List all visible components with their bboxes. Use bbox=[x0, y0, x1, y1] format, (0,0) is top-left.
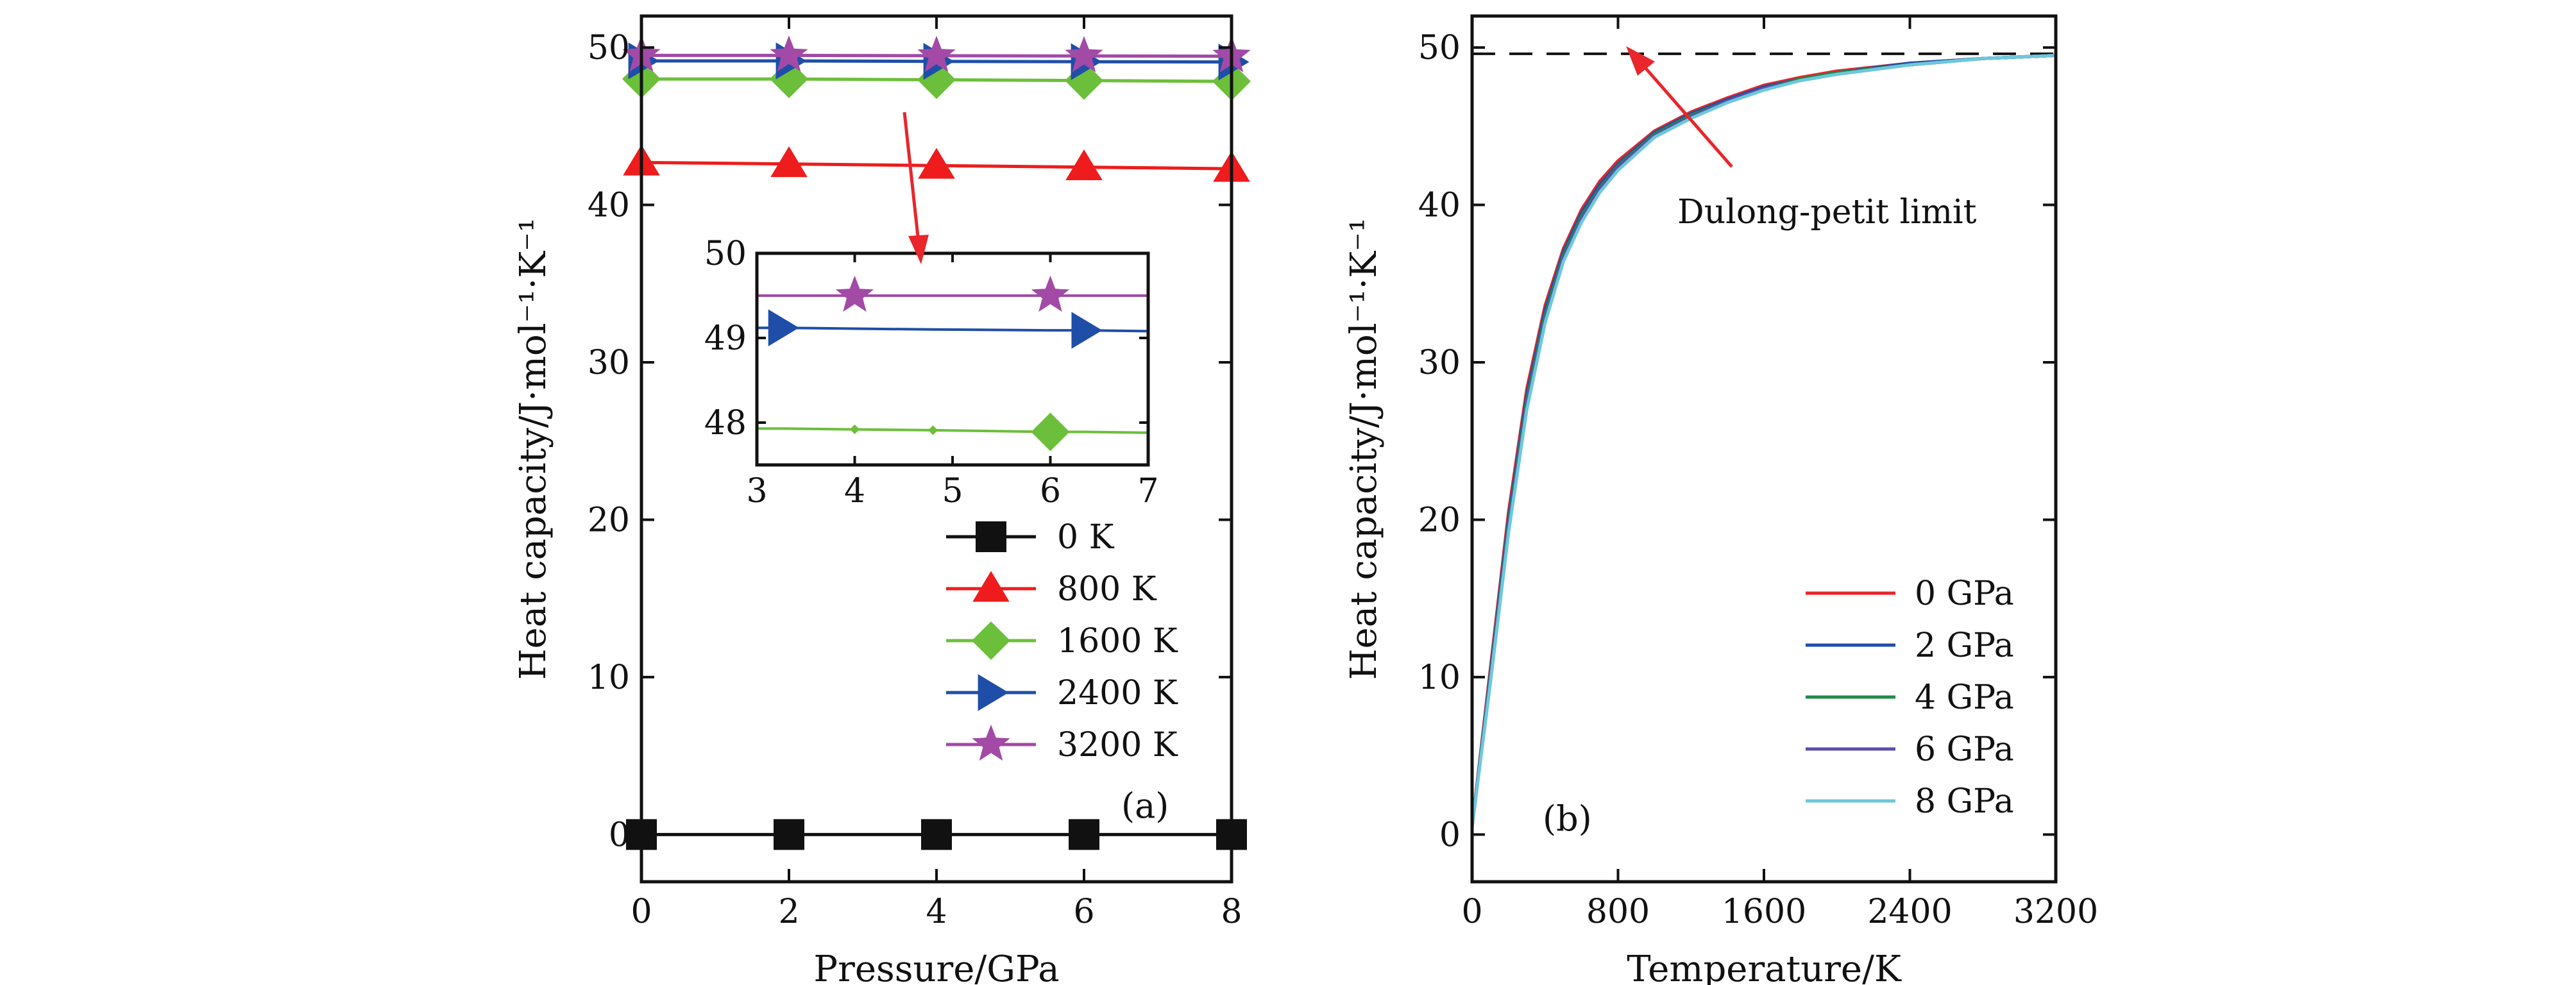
inset: 3 4 5 6 7 48 49 50 bbox=[704, 235, 1159, 510]
arrow-shaft bbox=[1641, 63, 1733, 168]
tick-label-x: 2400 bbox=[1867, 893, 1952, 931]
arrow-shaft bbox=[902, 112, 920, 243]
legend-marker bbox=[972, 724, 1010, 761]
tick-label-x: 0 bbox=[631, 893, 652, 931]
data-point bbox=[770, 35, 808, 72]
tick-label-y: 30 bbox=[1418, 344, 1461, 382]
inset-series-1600-k bbox=[757, 412, 1149, 451]
panel-label: (b) bbox=[1543, 798, 1592, 839]
legend-label: 2400 K bbox=[1057, 674, 1178, 712]
tick-label-x: 800 bbox=[1586, 893, 1650, 931]
y-axis-label: Heat capacity/J·mol⁻¹·K⁻¹ bbox=[1343, 218, 1385, 680]
tick-label-y: 40 bbox=[588, 187, 630, 225]
data-point bbox=[917, 35, 956, 72]
data-point bbox=[774, 819, 804, 850]
inset-series-2400-k bbox=[757, 309, 1149, 349]
tick-label-y: 10 bbox=[1418, 659, 1461, 697]
panel-b: 0 800 1600 2400 3200 0 10 20 30 40 50 Temperature/K… bbox=[1343, 14, 2098, 985]
data-point bbox=[921, 819, 952, 850]
legend-entry: 2 GPa bbox=[1806, 627, 2014, 665]
panel-a: 0 2 4 6 8 0 10 20 30 40 50 Pressure/GPa Heat capacit… bbox=[513, 14, 1251, 985]
inset-data-point bbox=[835, 275, 874, 312]
legend-label: 8 GPa bbox=[1915, 782, 2014, 821]
arrow-head bbox=[1626, 46, 1655, 76]
inset-data-point bbox=[1071, 312, 1103, 349]
legend-label: 0 K bbox=[1057, 518, 1115, 557]
legend-entry: 6 GPa bbox=[1806, 730, 2014, 769]
legend-label: 6 GPa bbox=[1915, 730, 2014, 769]
dulong-petit-arrow bbox=[1626, 46, 1733, 168]
series-line-8-gpa bbox=[1470, 53, 2056, 827]
inset-y-tick-label: 48 bbox=[704, 404, 747, 442]
series-800-k bbox=[623, 144, 1250, 182]
data-point bbox=[918, 147, 955, 179]
x-axis-label: Temperature/K bbox=[1627, 948, 1902, 985]
x-axis-label: Pressure/GPa bbox=[813, 948, 1059, 985]
inset-y-tick-label: 50 bbox=[704, 235, 747, 273]
tick-label-x: 4 bbox=[926, 893, 947, 931]
inset-series-3200-k bbox=[757, 275, 1148, 312]
inset-data-point bbox=[1031, 412, 1070, 451]
inset-x-tick-label: 6 bbox=[1040, 472, 1061, 510]
legend-entry: 1600 K bbox=[946, 621, 1178, 661]
inset-data-point bbox=[1031, 275, 1070, 312]
legend-label: 2 GPa bbox=[1915, 627, 2014, 665]
tick-label-y: 20 bbox=[588, 501, 630, 539]
tick-label-y: 40 bbox=[1418, 187, 1461, 225]
legend-entry: 800 K bbox=[946, 570, 1157, 609]
panel-label: (a) bbox=[1121, 786, 1169, 826]
y-axis-label: Heat capacity/J·mol⁻¹·K⁻¹ bbox=[513, 218, 554, 680]
legend-entry: 0 K bbox=[946, 518, 1115, 557]
inset-arrow bbox=[902, 112, 929, 264]
tick-label-x: 0 bbox=[1461, 893, 1482, 931]
data-point bbox=[770, 146, 808, 178]
legend-entry: 0 GPa bbox=[1806, 575, 2014, 613]
legend: 0 K 800 K 1600 K 2400 K 3200 K bbox=[946, 518, 1178, 764]
inset-x-tick-label: 5 bbox=[942, 472, 963, 510]
legend-label: 1600 K bbox=[1057, 622, 1178, 661]
legend: 0 GPa 2 GPa 4 GPa 6 GPa 8 GPa bbox=[1806, 575, 2014, 821]
legend-marker bbox=[972, 621, 1010, 660]
legend-marker bbox=[976, 521, 1006, 552]
legend-marker bbox=[972, 571, 1010, 602]
tick-label-x: 1600 bbox=[1722, 893, 1806, 931]
legend-label: 3200 K bbox=[1057, 726, 1178, 764]
legend-label: 4 GPa bbox=[1915, 678, 2014, 717]
inset-x-tick-label: 7 bbox=[1137, 472, 1158, 510]
inset-data-point-small bbox=[850, 425, 860, 435]
legend-marker bbox=[978, 674, 1009, 711]
legend-label: 0 GPa bbox=[1915, 575, 2014, 613]
data-point bbox=[1069, 819, 1099, 850]
legend-label: 800 K bbox=[1057, 570, 1157, 609]
inset-data-point-small bbox=[928, 425, 938, 435]
inset-x-tick-label: 3 bbox=[746, 472, 767, 510]
data-point bbox=[1065, 36, 1103, 72]
tick-label-y: 0 bbox=[1439, 816, 1461, 854]
tick-label-x: 3200 bbox=[2013, 893, 2098, 931]
tick-label-y: 10 bbox=[588, 659, 630, 697]
tick-label-x: 8 bbox=[1221, 893, 1242, 931]
inset-data-point bbox=[768, 309, 799, 346]
arrow-head bbox=[908, 235, 929, 264]
tick-label-x: 2 bbox=[778, 893, 799, 931]
inset-x-tick-label: 4 bbox=[844, 472, 865, 510]
legend-entry: 8 GPa bbox=[1806, 782, 2014, 821]
legend-entry: 2400 K bbox=[946, 674, 1178, 712]
tick-label-y: 30 bbox=[588, 344, 630, 382]
legend-entry: 4 GPa bbox=[1806, 678, 2014, 717]
tick-label-x: 6 bbox=[1073, 893, 1094, 931]
tick-label-y: 0 bbox=[609, 816, 630, 854]
data-point bbox=[1065, 149, 1103, 181]
legend-entry: 3200 K bbox=[946, 724, 1178, 764]
inset-y-tick-label: 49 bbox=[704, 319, 747, 358]
tick-label-y: 50 bbox=[588, 29, 630, 67]
dulong-petit-label: Dulong-petit limit bbox=[1677, 193, 1977, 232]
tick-label-y: 20 bbox=[1418, 501, 1461, 539]
tick-label-y: 50 bbox=[1418, 29, 1461, 67]
